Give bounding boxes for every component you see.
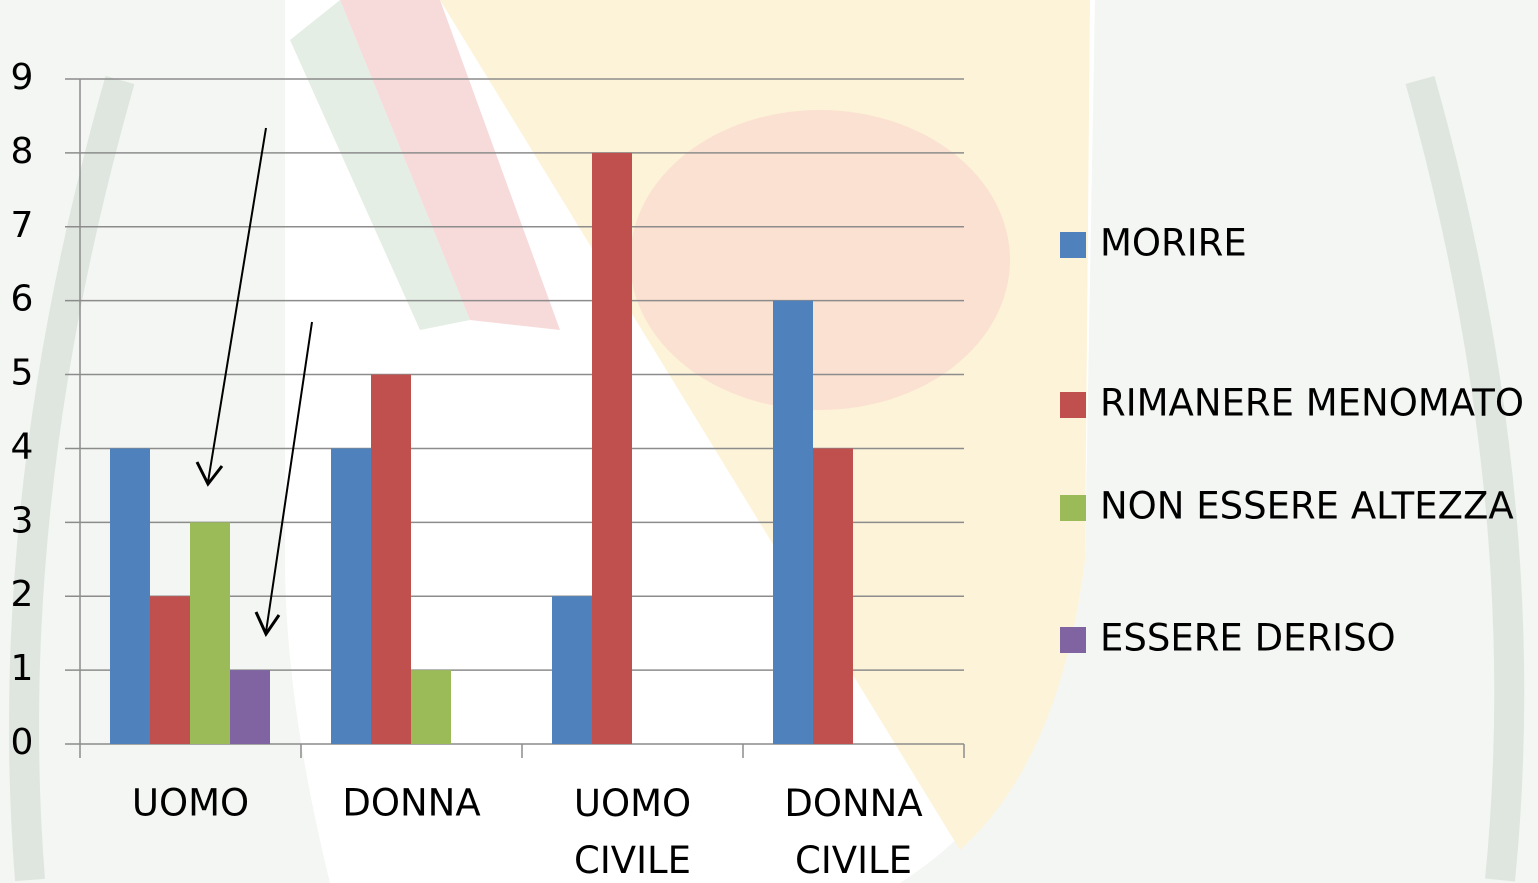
x-tick-label: DONNA bbox=[342, 782, 480, 825]
y-tick-label: 4 bbox=[11, 426, 34, 467]
legend-label: RIMANERE MENOMATO bbox=[1100, 382, 1524, 425]
page: {"chart_data": {"type": "bar", "categori… bbox=[0, 0, 1538, 883]
y-tick-label: 7 bbox=[11, 205, 34, 246]
legend-label: NON ESSERE ALTEZZA bbox=[1100, 485, 1514, 528]
bar bbox=[773, 301, 813, 744]
eagle-emblem bbox=[630, 110, 1010, 410]
chart: 0123456789UOMODONNAUOMOCIVILEDONNACIVILE… bbox=[0, 0, 1538, 883]
legend-label: ESSERE DERISO bbox=[1100, 617, 1396, 660]
y-tick-label: 6 bbox=[11, 279, 34, 320]
legend-swatch bbox=[1060, 627, 1086, 653]
bar bbox=[110, 448, 150, 744]
legend-swatch bbox=[1060, 392, 1086, 418]
bar bbox=[190, 522, 230, 744]
background-decoration bbox=[0, 0, 1538, 883]
y-tick-label: 3 bbox=[11, 500, 34, 541]
bar bbox=[150, 596, 190, 744]
bar bbox=[552, 596, 592, 744]
legend-swatch bbox=[1060, 495, 1086, 521]
bar bbox=[411, 670, 451, 744]
y-tick-label: 2 bbox=[11, 574, 34, 615]
bar bbox=[331, 448, 371, 744]
y-tick-label: 0 bbox=[11, 722, 34, 763]
bar bbox=[592, 153, 632, 744]
bar bbox=[813, 448, 853, 744]
y-tick-label: 1 bbox=[11, 648, 34, 689]
legend-swatch bbox=[1060, 232, 1086, 258]
legend-label: MORIRE bbox=[1100, 222, 1247, 265]
y-tick-label: 9 bbox=[11, 57, 34, 98]
y-tick-label: 8 bbox=[11, 131, 34, 172]
bar bbox=[371, 375, 411, 744]
x-tick-label: UOMO bbox=[132, 782, 249, 825]
bar bbox=[230, 670, 270, 744]
y-tick-label: 5 bbox=[11, 353, 34, 394]
